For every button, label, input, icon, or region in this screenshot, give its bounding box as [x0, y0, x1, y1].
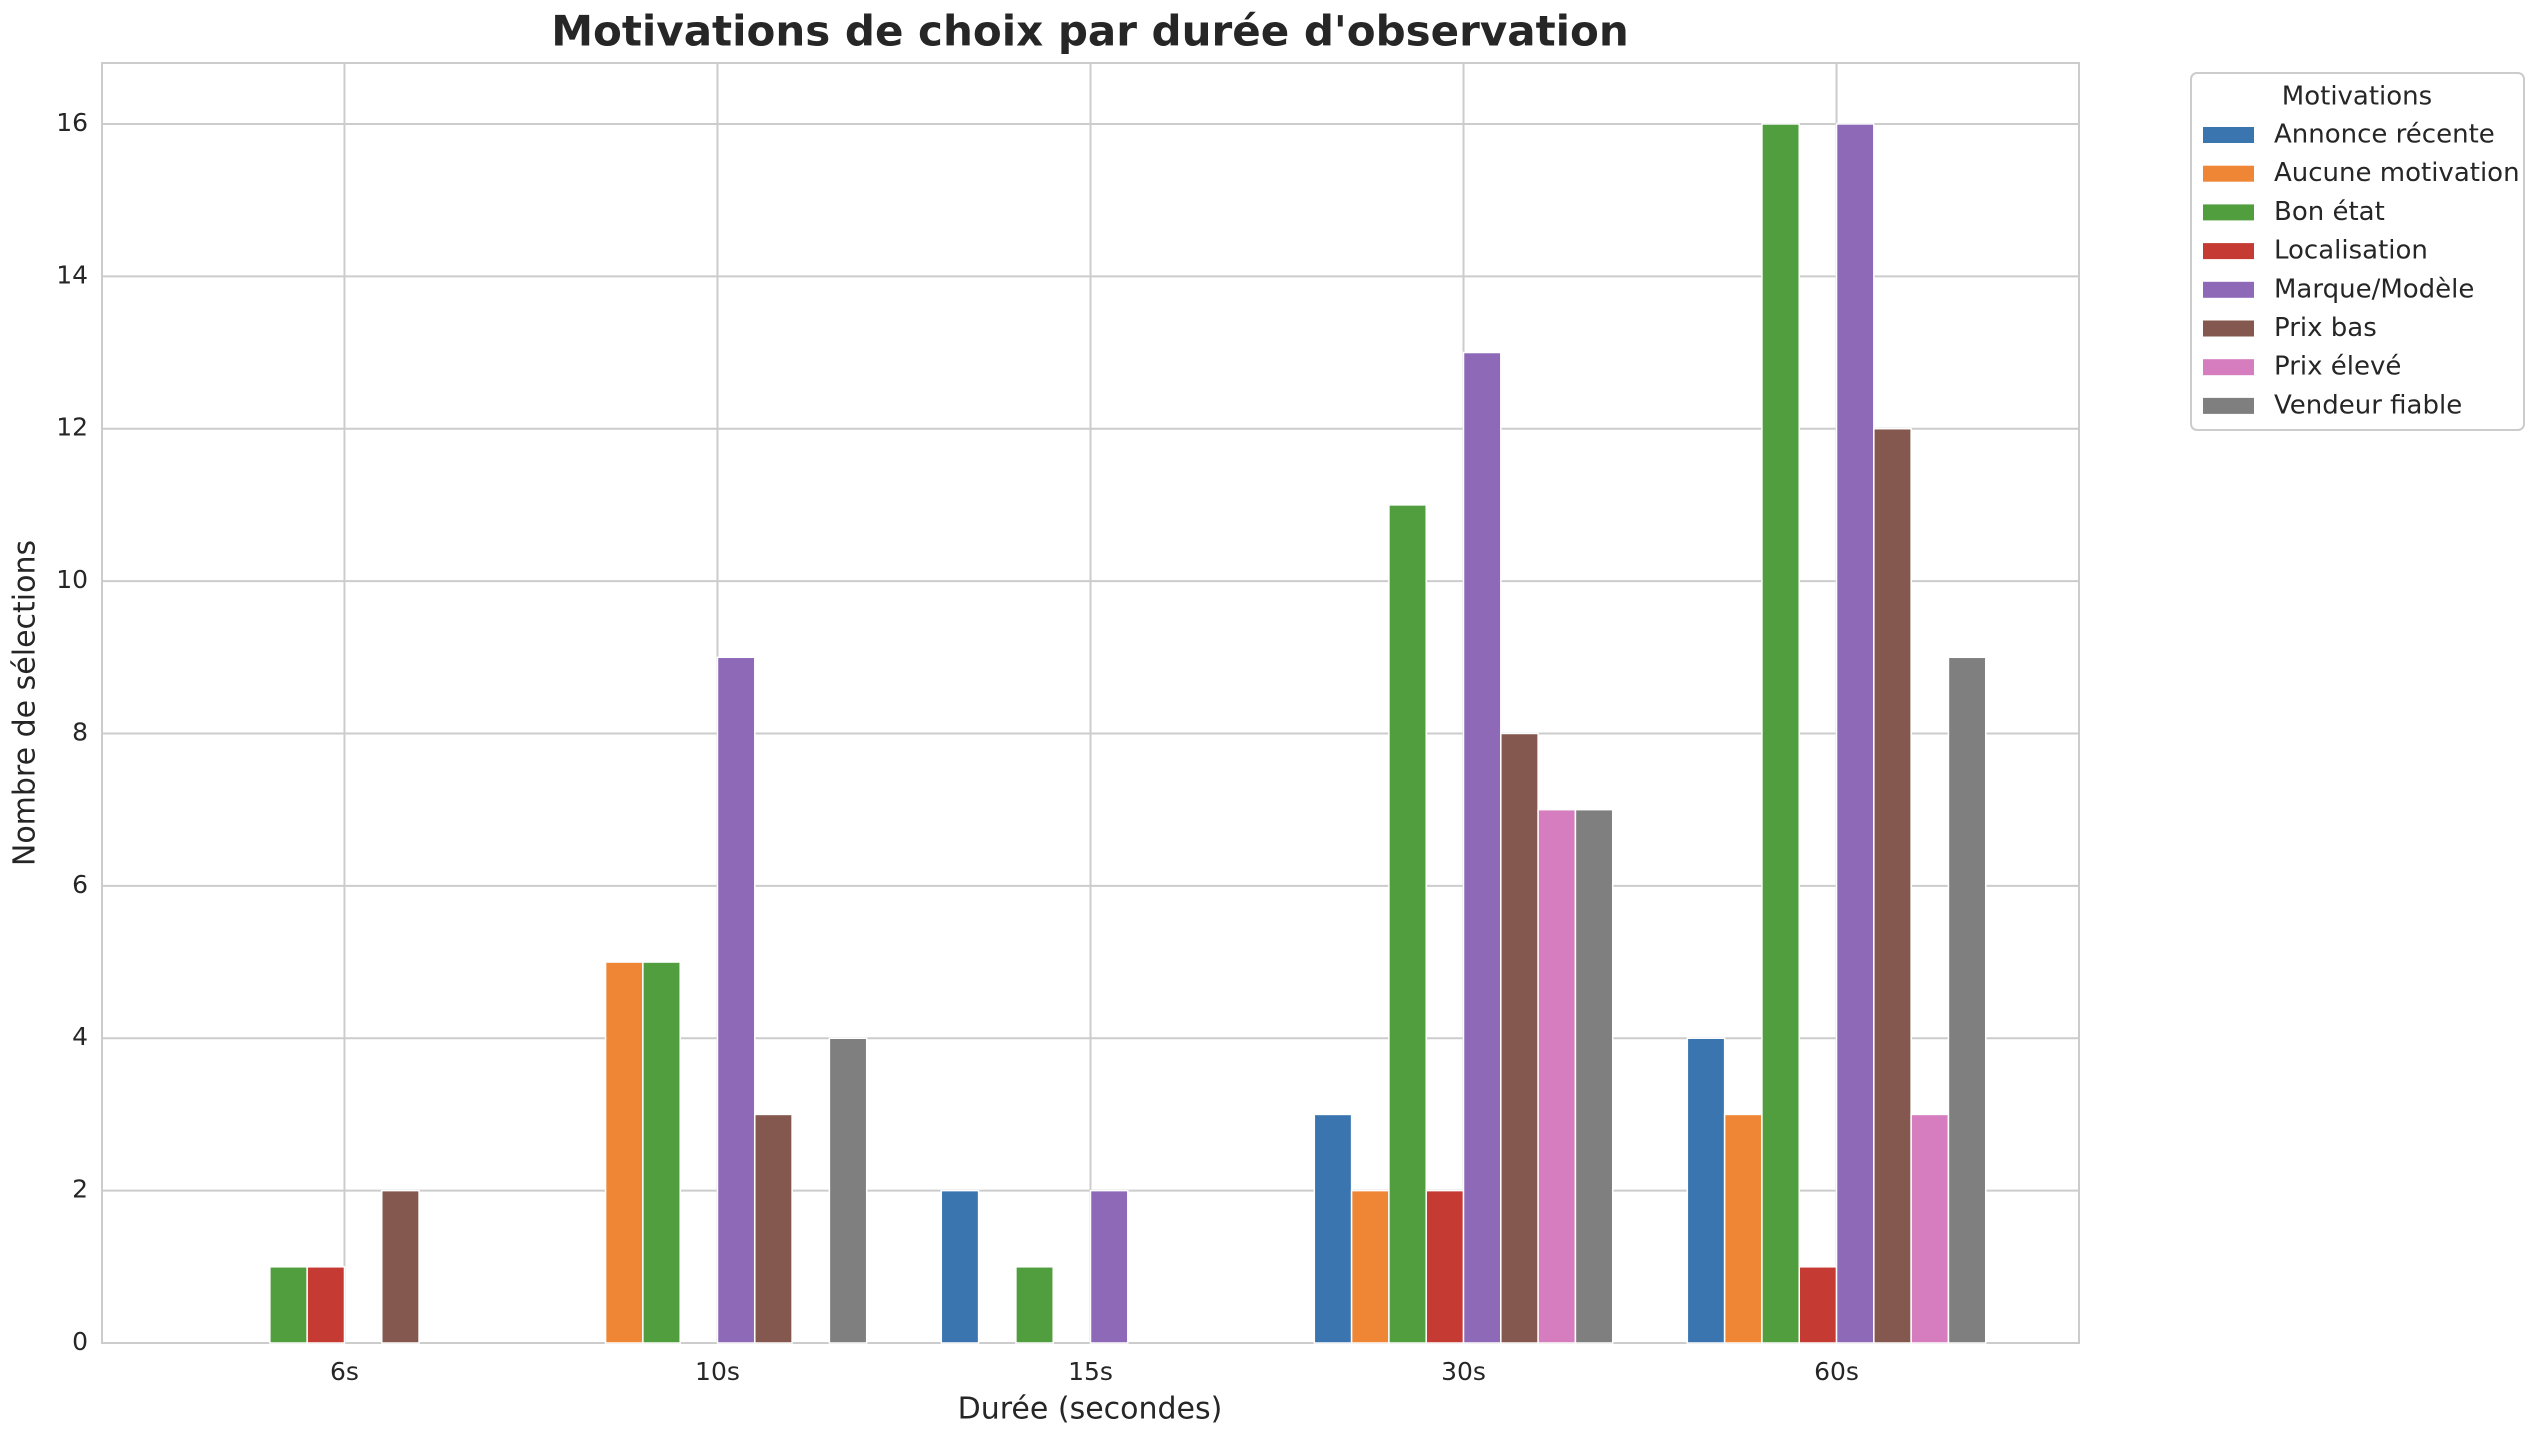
x-tick-label: 15s: [1068, 1357, 1113, 1386]
legend-title: Motivations: [2282, 82, 2432, 112]
legend-label: Vendeur fiable: [2274, 390, 2462, 420]
bar: [1089, 1189, 1129, 1344]
legend-label: Aucune motivation: [2274, 158, 2520, 188]
x-tick-label: 6s: [330, 1357, 359, 1386]
bar: [1686, 1037, 1726, 1344]
legend-box: [2190, 72, 2525, 431]
legend-swatch: [2203, 165, 2254, 182]
bar: [1425, 1189, 1465, 1344]
x-tick-label: 10s: [695, 1357, 740, 1386]
legend-label: Marque/Modèle: [2274, 274, 2474, 304]
bar: [754, 1113, 793, 1344]
bar: [269, 1266, 308, 1344]
y-axis-label: Nombre de sélections: [8, 540, 43, 866]
bar: [1388, 504, 1427, 1344]
x-tick-label: 30s: [1441, 1357, 1486, 1386]
legend-swatch: [2203, 243, 2254, 260]
bar: [1574, 808, 1614, 1344]
bar: [1798, 1266, 1838, 1344]
chart-title: Motivations de choix par durée d'observa…: [551, 7, 1629, 56]
bar: [604, 961, 644, 1344]
legend-swatch: [2203, 204, 2254, 221]
y-tick-label: 8: [72, 717, 88, 746]
bar: [1462, 351, 1502, 1344]
bar: [306, 1266, 346, 1344]
bar: [1500, 732, 1539, 1344]
y-tick-label: 12: [56, 413, 88, 442]
bar: [1947, 656, 1987, 1344]
legend-swatch: [2203, 320, 2254, 337]
bar: [381, 1189, 420, 1344]
y-tick-label: 6: [72, 870, 88, 899]
bar: [1723, 1113, 1763, 1344]
bar: [1761, 123, 1800, 1344]
bar: [1537, 808, 1577, 1344]
bar: [1350, 1189, 1390, 1344]
x-axis-label: Durée (secondes): [958, 1392, 1223, 1427]
bar: [642, 961, 681, 1344]
bar: [828, 1037, 868, 1344]
x-tick-label: 60s: [1814, 1357, 1859, 1386]
legend-label: Localisation: [2274, 236, 2428, 266]
legend-swatch: [2203, 127, 2254, 143]
y-tick-label: 10: [56, 565, 88, 594]
legend-swatch: [2203, 359, 2254, 376]
y-tick-label: 4: [72, 1022, 88, 1051]
y-tick-label: 2: [72, 1175, 88, 1204]
bar: [1910, 1113, 1950, 1344]
y-tick-label: 14: [56, 260, 88, 289]
bar: [1313, 1113, 1353, 1344]
bar: [716, 656, 756, 1344]
bar: [940, 1189, 980, 1344]
legend-label: Prix élevé: [2274, 352, 2401, 382]
legend-swatch: [2203, 397, 2254, 414]
y-tick-label: 16: [56, 108, 88, 137]
legend-label: Prix bas: [2274, 313, 2377, 343]
legend-swatch: [2203, 281, 2254, 298]
y-tick-label: 0: [72, 1327, 88, 1356]
legend-label: Bon état: [2274, 197, 2385, 227]
bar: [1873, 427, 1912, 1344]
bar: [1835, 123, 1875, 1344]
legend-label: Annonce récente: [2274, 120, 2495, 150]
bar: [1015, 1266, 1054, 1344]
